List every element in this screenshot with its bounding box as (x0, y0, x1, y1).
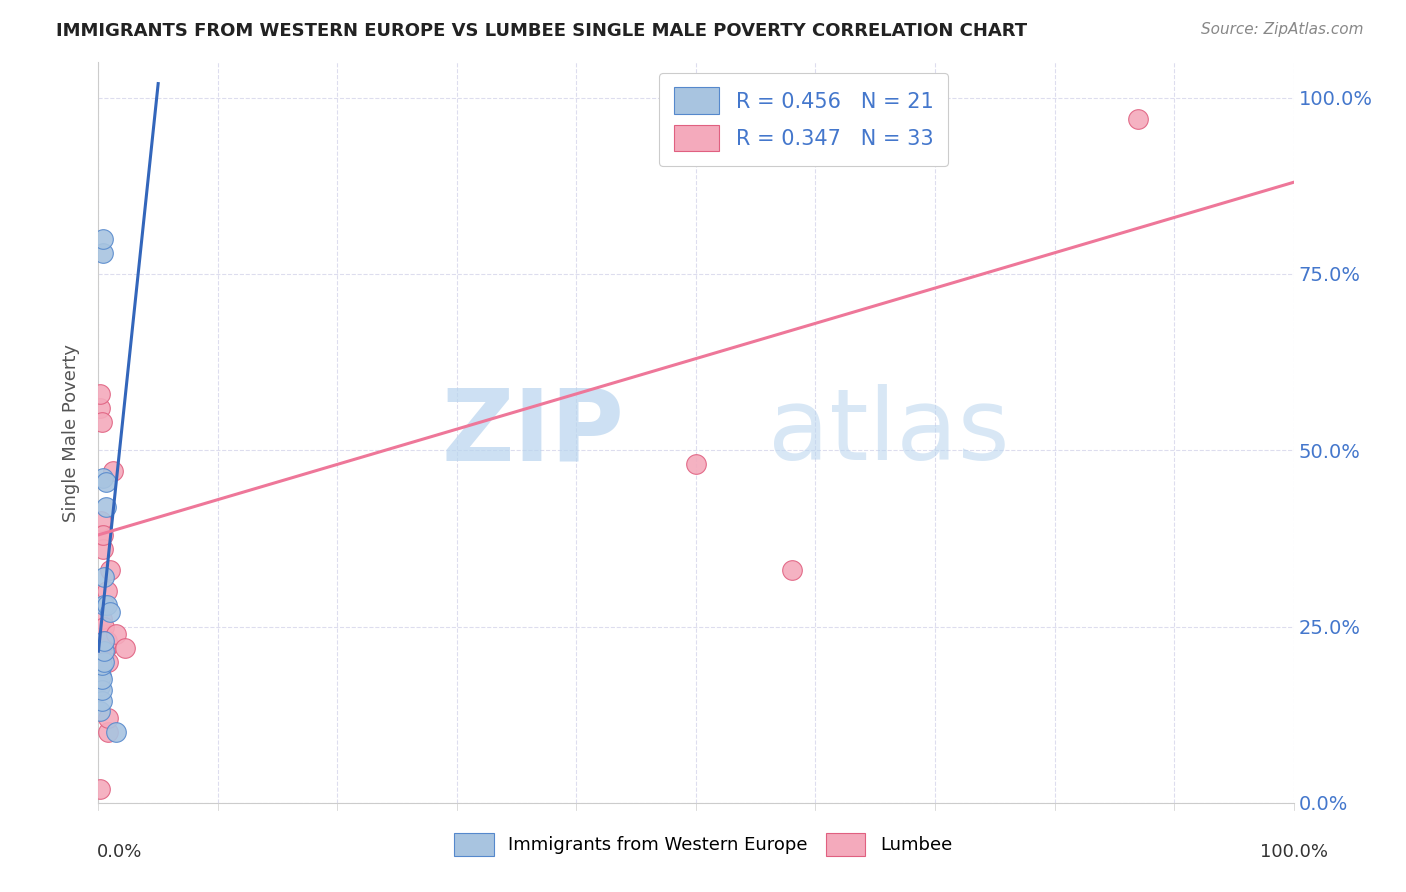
Legend: R = 0.456   N = 21, R = 0.347   N = 33: R = 0.456 N = 21, R = 0.347 N = 33 (659, 73, 949, 166)
Point (93, 619, 115, 633)
Point (1128, 112, 1150, 126)
Point (93, 599, 115, 613)
Point (91, 648, 114, 662)
Point (91, 626, 114, 640)
Point (780, 563, 803, 577)
Point (96, 633, 118, 648)
Point (94, 640, 117, 655)
Text: 0.0%: 0.0% (97, 843, 142, 861)
Point (93, 648, 115, 662)
Point (97, 655, 120, 669)
Point (91, 541, 114, 556)
Point (87, 648, 110, 662)
Text: ZIP: ZIP (441, 384, 624, 481)
Point (89, 781, 111, 796)
Text: IMMIGRANTS FROM WESTERN EUROPE VS LUMBEE SINGLE MALE POVERTY CORRELATION CHART: IMMIGRANTS FROM WESTERN EUROPE VS LUMBEE… (56, 22, 1028, 40)
Point (90, 658, 112, 673)
Point (91, 232, 114, 246)
Point (105, 626, 128, 640)
Point (93, 633, 115, 648)
Point (98, 606, 122, 620)
Y-axis label: Single Male Poverty: Single Male Poverty (62, 343, 80, 522)
Point (98, 563, 122, 577)
Point (90, 514, 112, 528)
Point (89, 704, 111, 718)
Point (91, 471, 114, 485)
Point (91, 693, 114, 707)
Point (91, 245, 114, 260)
Point (97, 711, 120, 725)
Point (89, 401, 111, 415)
Point (96, 599, 118, 613)
Point (94, 475, 117, 489)
Point (91, 612, 114, 626)
Point (91, 633, 114, 648)
Point (89, 680, 111, 694)
Text: atlas: atlas (768, 384, 1010, 481)
Point (94, 640, 117, 655)
Point (114, 640, 136, 655)
Point (91, 415, 114, 429)
Point (90, 655, 112, 669)
Text: Source: ZipAtlas.com: Source: ZipAtlas.com (1201, 22, 1364, 37)
Point (105, 725, 128, 739)
Point (87, 626, 110, 640)
Point (90, 669, 112, 683)
Point (685, 458, 707, 472)
Point (91, 640, 114, 655)
Point (91, 658, 114, 673)
Point (101, 464, 124, 478)
Point (89, 387, 111, 401)
Point (94, 500, 117, 514)
Point (97, 725, 120, 739)
Point (90, 528, 112, 542)
Point (91, 683, 114, 698)
Point (93, 633, 115, 648)
Point (93, 644, 115, 658)
Point (96, 584, 118, 599)
Point (93, 655, 115, 669)
Text: 100.0%: 100.0% (1260, 843, 1327, 861)
Point (91, 673, 114, 687)
Point (93, 570, 115, 584)
Point (91, 528, 114, 542)
Legend: Immigrants from Western Europe, Lumbee: Immigrants from Western Europe, Lumbee (444, 824, 962, 865)
